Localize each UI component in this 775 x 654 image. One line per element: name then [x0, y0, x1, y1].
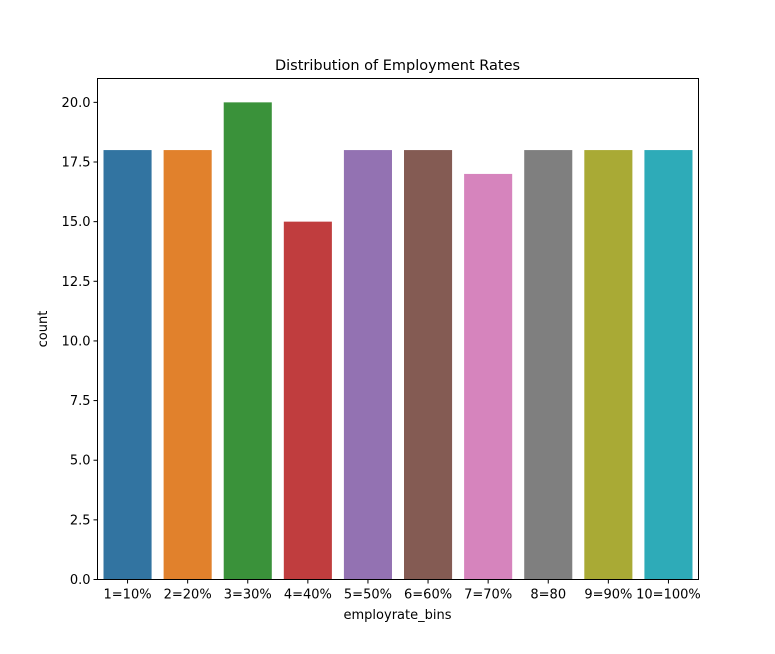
y-tick-label: 17.5	[62, 156, 91, 171]
x-tick-label: 7=70%	[464, 588, 512, 603]
y-tick-label: 2.5	[70, 513, 91, 528]
bar-2=20%	[163, 150, 212, 580]
bar-4=40%	[283, 221, 332, 580]
bar-1=10%	[103, 150, 152, 580]
bar-5=50%	[343, 150, 392, 580]
x-tick-label: 6=60%	[404, 588, 452, 603]
x-tick-label: 5=50%	[344, 588, 392, 603]
y-tick-label: 5.0	[70, 454, 91, 469]
y-tick-label: 7.5	[70, 394, 91, 409]
bar-3=30%	[223, 102, 272, 580]
x-tick-label: 2=20%	[164, 588, 212, 603]
bar-10=100%	[644, 150, 693, 580]
y-tick-label: 12.5	[62, 275, 91, 290]
plot-frame	[97, 78, 699, 580]
bar-6=60%	[404, 150, 453, 580]
y-tick-label: 15.0	[62, 215, 91, 230]
chart-title: Distribution of Employment Rates	[275, 58, 520, 74]
y-tick-label: 20.0	[62, 96, 91, 111]
x-tick-label: 8=80	[530, 588, 566, 603]
bar-9=90%	[584, 150, 633, 580]
x-tick-label: 9=90%	[584, 588, 632, 603]
y-tick-label: 10.0	[62, 334, 91, 349]
bar-7=70%	[464, 173, 513, 580]
x-tick-label: 10=100%	[636, 588, 701, 603]
bar-8=80	[524, 150, 573, 580]
x-tick-label: 3=30%	[224, 588, 272, 603]
x-axis-label: employrate_bins	[344, 608, 452, 623]
y-axis-label: count	[36, 311, 51, 348]
x-tick-label: 1=10%	[104, 588, 152, 603]
y-tick-label: 0.0	[70, 573, 91, 588]
x-tick-label: 4=40%	[284, 588, 332, 603]
